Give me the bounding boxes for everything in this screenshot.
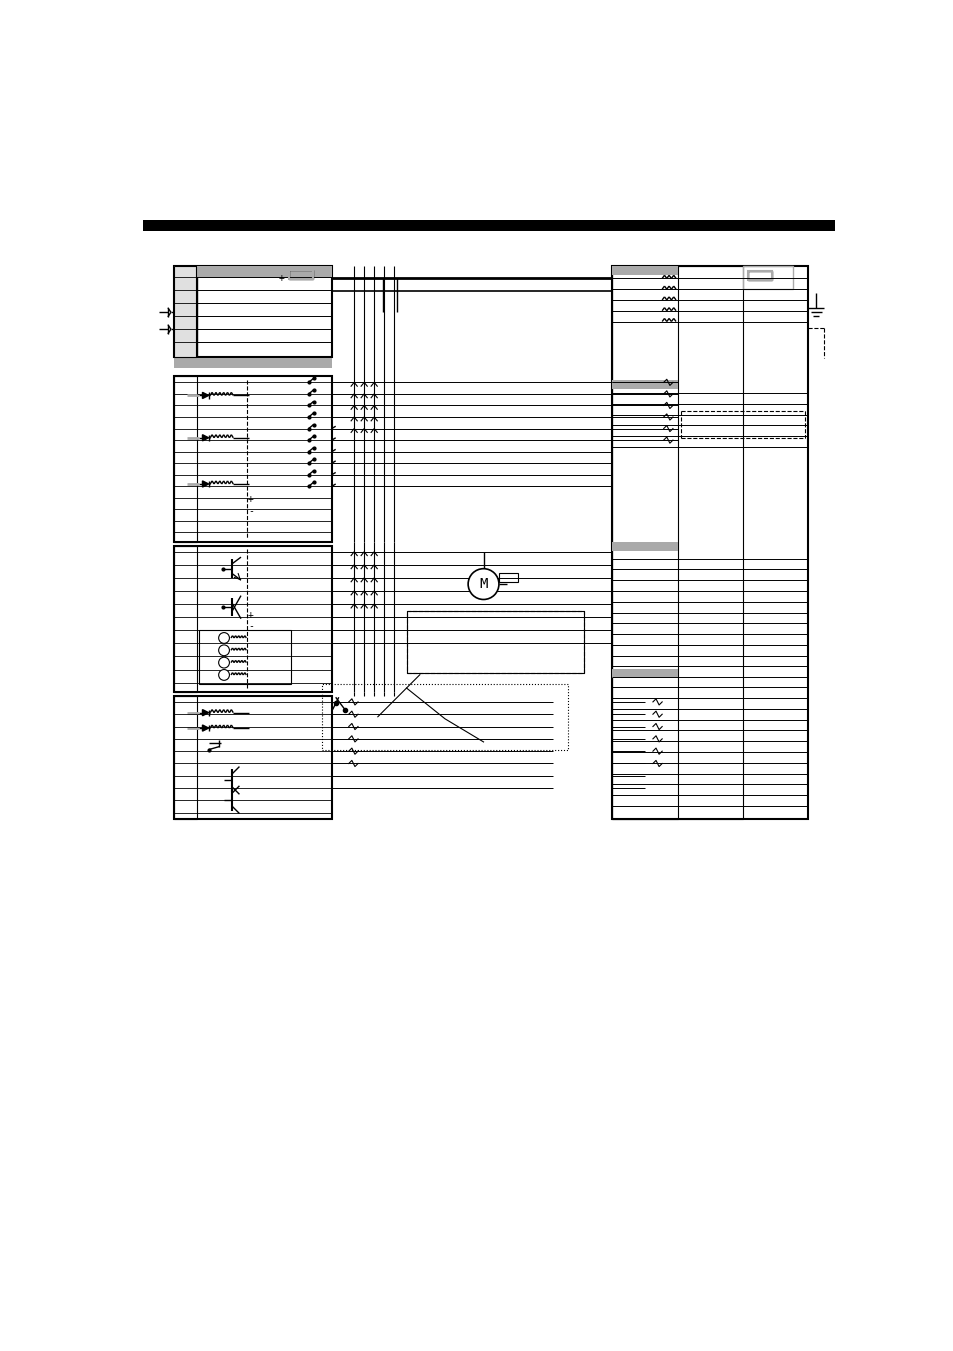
Bar (406, 611, 583, 673)
Bar (321, 684, 568, 750)
Bar (173, 376, 332, 542)
Bar (173, 266, 195, 357)
Bar (612, 669, 677, 678)
Bar (173, 266, 195, 357)
Circle shape (218, 670, 229, 681)
Polygon shape (202, 481, 209, 488)
Circle shape (468, 569, 498, 600)
Bar (173, 546, 332, 692)
Text: +: + (278, 273, 284, 284)
Bar (173, 696, 332, 819)
Bar (748, 270, 771, 280)
Bar (612, 266, 677, 819)
Polygon shape (202, 392, 209, 399)
Bar (612, 542, 677, 551)
Text: +: + (248, 609, 253, 620)
Bar (498, 573, 517, 582)
Bar (612, 266, 807, 819)
Bar (742, 266, 792, 289)
Bar (198, 631, 291, 684)
Bar (173, 266, 332, 357)
Text: -: - (248, 621, 253, 631)
Circle shape (218, 644, 229, 655)
Polygon shape (202, 709, 209, 716)
Bar (748, 270, 771, 280)
Bar (173, 266, 197, 357)
Bar (173, 376, 197, 542)
Bar (289, 270, 313, 280)
Bar (173, 696, 197, 819)
Circle shape (218, 657, 229, 667)
Bar (173, 358, 332, 367)
Bar (289, 270, 313, 280)
Text: M: M (478, 577, 487, 592)
Bar (612, 266, 742, 819)
Bar (197, 266, 332, 277)
Text: -: - (248, 505, 253, 516)
Circle shape (218, 632, 229, 643)
Polygon shape (202, 435, 209, 440)
Bar (612, 380, 677, 389)
Bar (406, 611, 583, 673)
Bar (143, 220, 834, 231)
Polygon shape (202, 725, 209, 731)
Bar (612, 266, 677, 276)
Bar (173, 546, 197, 692)
Text: +: + (248, 494, 253, 504)
